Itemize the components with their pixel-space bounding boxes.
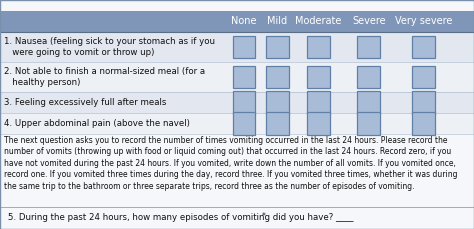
Bar bbox=[307, 66, 330, 88]
Text: None: None bbox=[231, 16, 257, 27]
Bar bbox=[233, 112, 255, 135]
Bar bbox=[233, 36, 255, 58]
Text: Mild: Mild bbox=[267, 16, 287, 27]
Text: The next question asks you to record the number of times vomiting occurred in th: The next question asks you to record the… bbox=[4, 136, 457, 191]
Bar bbox=[0, 62, 474, 92]
Bar bbox=[0, 207, 474, 229]
Text: *: * bbox=[262, 212, 266, 221]
Text: 2. Not able to finish a normal-sized meal (for a
   healthy person): 2. Not able to finish a normal-sized mea… bbox=[4, 67, 205, 87]
Bar bbox=[357, 112, 380, 135]
Bar bbox=[412, 91, 435, 114]
Text: Very severe: Very severe bbox=[394, 16, 452, 27]
Bar bbox=[307, 112, 330, 135]
Bar bbox=[0, 134, 474, 207]
Text: 5. During the past 24 hours, how many episodes of vomiting did you have? ____: 5. During the past 24 hours, how many ep… bbox=[8, 213, 354, 223]
Bar bbox=[412, 66, 435, 88]
Text: 1. Nausea (feeling sick to your stomach as if you
   were going to vomit or thro: 1. Nausea (feeling sick to your stomach … bbox=[4, 37, 215, 57]
Bar bbox=[266, 91, 289, 114]
Text: 4. Upper abdominal pain (above the navel): 4. Upper abdominal pain (above the navel… bbox=[4, 119, 190, 128]
Bar bbox=[357, 91, 380, 114]
Bar bbox=[357, 36, 380, 58]
Text: 3. Feeling excessively full after meals: 3. Feeling excessively full after meals bbox=[4, 98, 166, 107]
Bar bbox=[0, 32, 474, 62]
Bar bbox=[233, 91, 255, 114]
Bar bbox=[307, 91, 330, 114]
Bar bbox=[266, 112, 289, 135]
Bar bbox=[307, 36, 330, 58]
Bar bbox=[233, 66, 255, 88]
Bar bbox=[266, 36, 289, 58]
Bar bbox=[412, 112, 435, 135]
Bar bbox=[412, 36, 435, 58]
Text: Moderate: Moderate bbox=[295, 16, 342, 27]
Bar bbox=[0, 11, 474, 32]
Text: Severe: Severe bbox=[352, 16, 385, 27]
Bar bbox=[357, 66, 380, 88]
Bar bbox=[0, 92, 474, 113]
Bar bbox=[266, 66, 289, 88]
Bar bbox=[0, 113, 474, 134]
